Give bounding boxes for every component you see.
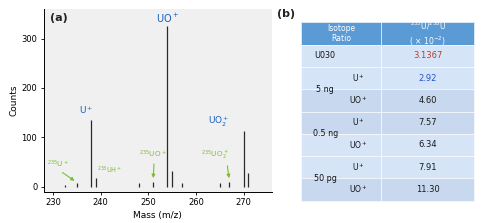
Text: UO$^+$: UO$^+$: [349, 184, 368, 195]
Text: (b): (b): [277, 9, 295, 19]
Text: 2.92: 2.92: [418, 74, 437, 83]
X-axis label: Mass (m/z): Mass (m/z): [134, 211, 182, 220]
Text: 11.30: 11.30: [416, 185, 439, 194]
Y-axis label: Counts: Counts: [10, 85, 19, 116]
Text: UO$_2^+$: UO$_2^+$: [208, 114, 229, 128]
Text: 4.60: 4.60: [418, 96, 437, 105]
Text: Isotope
Ratio: Isotope Ratio: [327, 24, 355, 43]
Text: U030: U030: [315, 51, 336, 60]
Text: (a): (a): [50, 12, 68, 23]
Text: $^{235}$U$^+$: $^{235}$U$^+$: [47, 159, 69, 170]
Text: 5 ng: 5 ng: [316, 85, 334, 94]
Text: UO$^+$: UO$^+$: [155, 12, 179, 25]
Text: UO$^+$: UO$^+$: [349, 95, 368, 106]
Text: 50 pg: 50 pg: [314, 174, 336, 183]
Text: 6.34: 6.34: [418, 140, 437, 149]
Text: U$^+$: U$^+$: [352, 72, 365, 84]
Text: UO$^+$: UO$^+$: [349, 139, 368, 151]
Text: 3.1367: 3.1367: [413, 51, 442, 60]
Text: U$^+$: U$^+$: [79, 104, 94, 116]
Text: 7.57: 7.57: [418, 118, 437, 127]
Text: $^{238}$UH$^+$: $^{238}$UH$^+$: [97, 165, 122, 176]
Text: 0.5 ng: 0.5 ng: [313, 129, 338, 138]
Text: $^{235}$U/$^{238}$U
( $\times$ 10$^{-2}$): $^{235}$U/$^{238}$U ( $\times$ 10$^{-2}$…: [409, 19, 446, 48]
Text: $^{235}$UO$_2^+$: $^{235}$UO$_2^+$: [201, 149, 228, 162]
Text: $^{235}$UO$^+$: $^{235}$UO$^+$: [139, 149, 166, 160]
Text: U$^+$: U$^+$: [352, 117, 365, 128]
Text: 7.91: 7.91: [418, 163, 437, 172]
Text: U$^+$: U$^+$: [352, 161, 365, 173]
